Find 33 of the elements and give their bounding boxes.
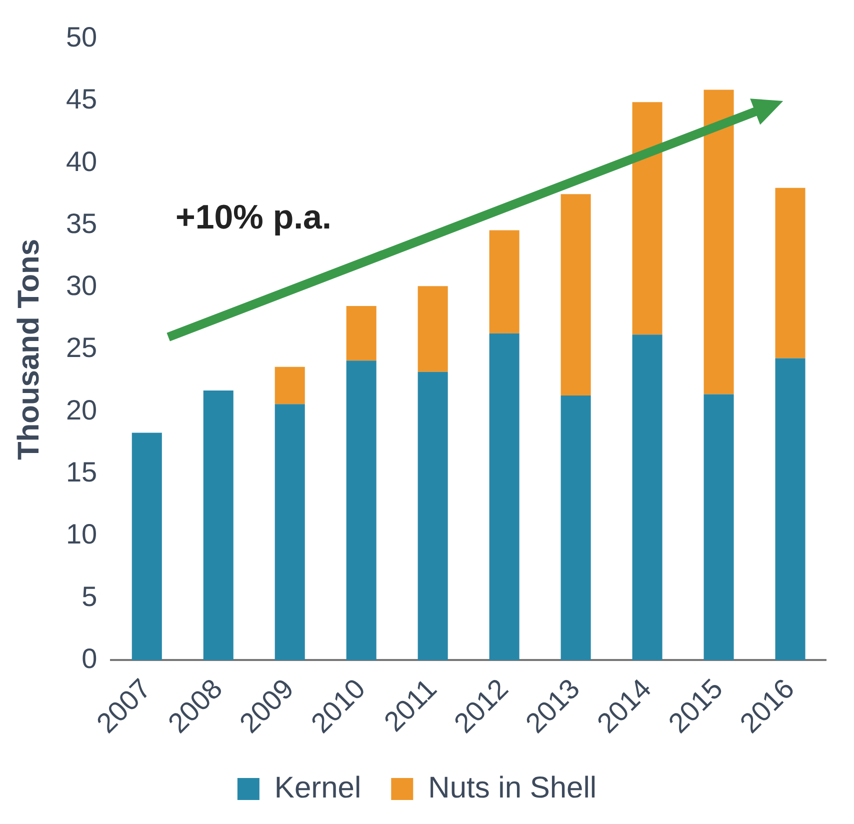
y-tick-label: 35 — [66, 208, 98, 239]
annotation: +10% p.a. — [175, 198, 332, 236]
bar — [632, 334, 662, 660]
bar — [632, 102, 662, 335]
bar — [704, 394, 734, 660]
bar — [274, 366, 305, 404]
y-tick-label: 40 — [66, 146, 98, 177]
y-tick-label: 25 — [66, 332, 98, 364]
y-tick-label: 5 — [82, 580, 98, 612]
y-tick-label: 15 — [66, 456, 98, 488]
legend-label: Nuts in Shell — [428, 771, 597, 804]
bar — [203, 390, 234, 660]
bar — [560, 395, 591, 660]
bar — [489, 333, 520, 660]
y-tick-label: 20 — [66, 394, 98, 426]
legend-label: Kernel — [274, 771, 362, 804]
bar — [274, 404, 305, 660]
bar — [346, 306, 376, 361]
bar — [775, 188, 806, 358]
y-axis-title: Thousand Tons — [12, 238, 46, 460]
y-tick-label: 10 — [66, 518, 98, 550]
bar — [418, 286, 448, 372]
bar — [489, 230, 520, 334]
y-tick-label: 50 — [66, 22, 98, 53]
y-tick-label: 45 — [66, 84, 98, 115]
y-tick-label: 30 — [66, 270, 98, 302]
bar — [132, 432, 162, 660]
bar — [418, 372, 448, 660]
bar — [560, 194, 591, 396]
bar — [704, 90, 734, 394]
bar — [775, 358, 806, 660]
y-tick-label: 0 — [82, 642, 98, 674]
bar — [346, 360, 376, 660]
